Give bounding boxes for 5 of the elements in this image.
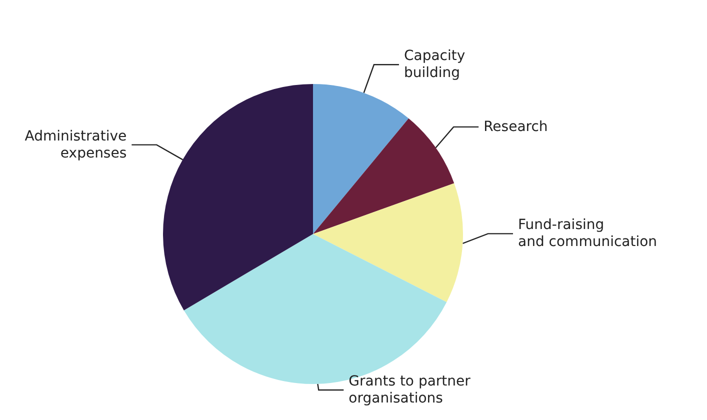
slice-label: Grants to partner organisations [348,374,471,406]
slice-label: Capacity building [404,48,466,82]
slice-label: Administrative expenses [24,128,127,162]
slice-label: Research [484,118,548,135]
slice-label: Fund-raising and communication [518,217,658,250]
